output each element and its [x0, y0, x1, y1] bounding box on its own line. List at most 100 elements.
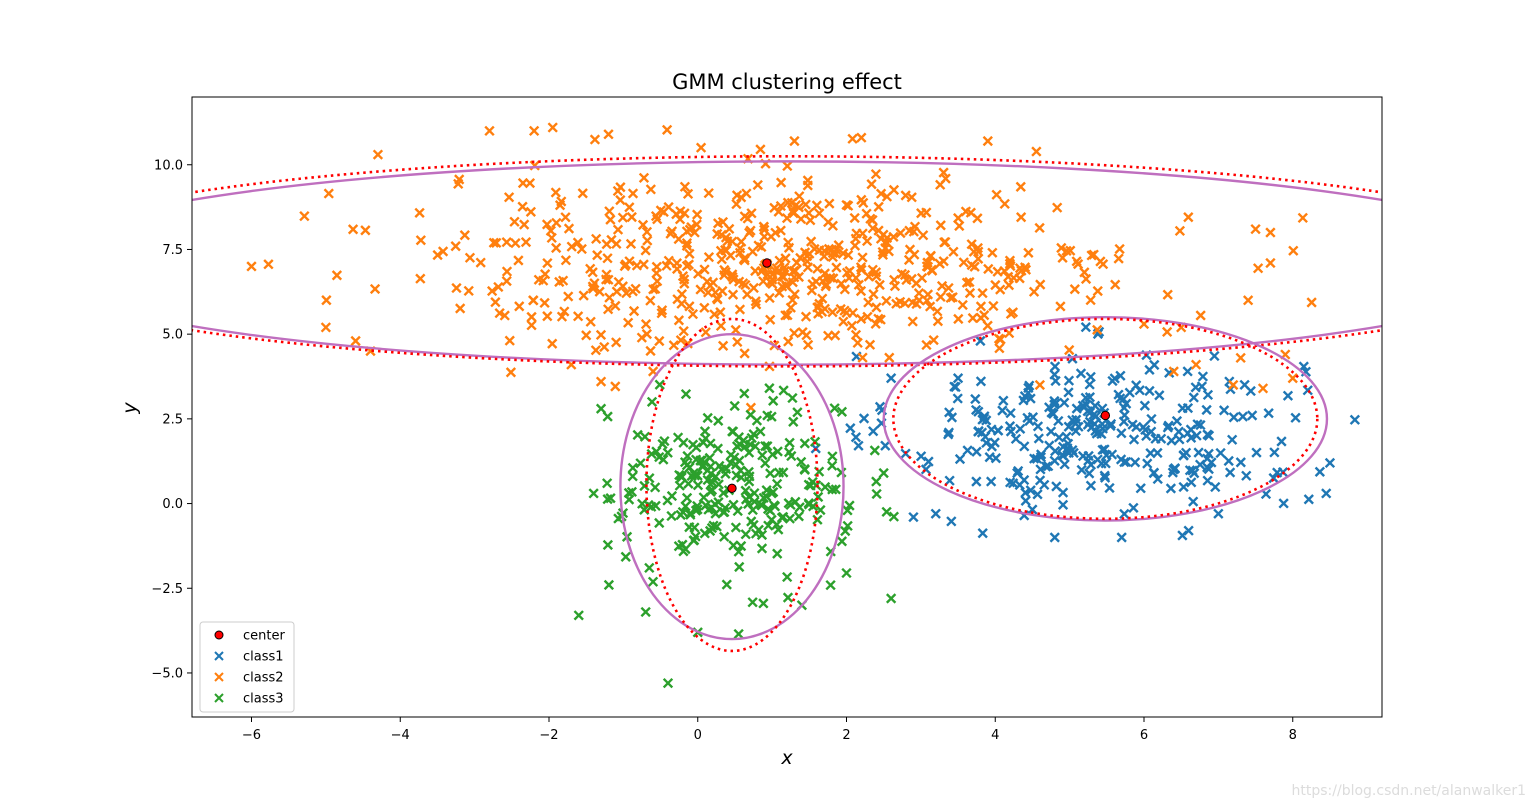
x-marker-stroke — [464, 252, 476, 263]
x-marker-stroke — [1191, 430, 1202, 441]
x-marker-stroke — [766, 411, 777, 422]
x-marker-stroke — [1186, 477, 1197, 488]
point-class1 — [1185, 432, 1197, 443]
x-marker-stroke — [947, 292, 958, 303]
point-class2 — [541, 219, 553, 230]
x-marker-stroke — [727, 236, 738, 247]
x-marker-stroke — [1016, 265, 1027, 276]
point-class3 — [812, 514, 823, 525]
point-class1 — [975, 335, 986, 347]
point-class1 — [1128, 434, 1140, 445]
x-marker-stroke — [734, 304, 746, 315]
x-marker-stroke — [1128, 502, 1139, 513]
x-marker-stroke — [739, 255, 750, 266]
point-class1 — [1080, 321, 1091, 333]
x-marker-stroke — [623, 494, 635, 505]
x-marker-stroke — [842, 505, 853, 516]
point-class3 — [784, 437, 795, 448]
point-class1 — [1171, 415, 1183, 427]
point-class2 — [921, 295, 933, 306]
point-class2 — [703, 187, 714, 199]
point-class2 — [781, 213, 793, 224]
x-marker-stroke — [812, 263, 823, 274]
x-marker-stroke — [1105, 420, 1116, 432]
point-class1 — [1050, 398, 1061, 409]
x-marker-stroke — [799, 438, 810, 449]
x-marker-stroke — [572, 237, 584, 248]
x-marker-stroke — [1166, 435, 1177, 446]
x-marker-stroke — [752, 179, 763, 191]
point-class3 — [888, 511, 900, 522]
x-marker-stroke — [1188, 496, 1199, 507]
point-class3 — [760, 440, 771, 452]
x-marker-stroke — [1242, 295, 1254, 306]
x-marker-stroke — [246, 261, 257, 272]
x-marker-stroke — [590, 345, 602, 356]
x-marker-stroke — [760, 458, 771, 469]
x-marker-stroke — [835, 303, 846, 315]
point-class3 — [755, 499, 767, 510]
point-class2 — [625, 238, 637, 250]
x-marker-stroke — [725, 250, 736, 261]
point-class1 — [1144, 364, 1155, 375]
x-marker-stroke — [975, 301, 987, 312]
point-class2 — [779, 265, 790, 276]
point-class2 — [935, 179, 946, 190]
x-marker-stroke — [759, 224, 770, 235]
x-marker-stroke — [908, 511, 919, 523]
x-marker-stroke — [1215, 447, 1226, 459]
x-marker-stroke — [712, 294, 723, 305]
x-marker-stroke — [585, 316, 596, 327]
point-class1 — [1040, 461, 1052, 472]
point-class2 — [484, 125, 495, 137]
x-marker-stroke — [1135, 483, 1146, 494]
x-marker-stroke — [1010, 433, 1022, 445]
point-class2 — [932, 306, 943, 317]
point-class1 — [1105, 420, 1116, 432]
x-marker-stroke — [715, 320, 727, 332]
point-class1 — [1027, 504, 1038, 515]
point-class3 — [836, 536, 848, 547]
point-class2 — [453, 178, 464, 190]
point-class1 — [1085, 371, 1096, 383]
x-marker-stroke — [908, 226, 919, 237]
x-marker-stroke — [1115, 370, 1126, 381]
x-marker-stroke — [793, 271, 805, 283]
x-marker-stroke — [602, 539, 614, 551]
point-class1 — [1004, 421, 1016, 432]
x-marker-stroke — [1182, 402, 1194, 414]
point-class3 — [692, 504, 703, 515]
point-class2 — [873, 313, 884, 324]
point-class3 — [748, 429, 759, 440]
x-marker-stroke — [1193, 447, 1204, 458]
x-marker-stroke — [599, 341, 610, 353]
point-class3 — [756, 543, 768, 554]
point-class1 — [1063, 375, 1075, 386]
point-class2 — [432, 249, 443, 261]
x-marker-stroke — [812, 514, 823, 525]
x-marker-stroke — [453, 178, 464, 190]
x-marker-stroke — [1178, 450, 1189, 461]
x-marker-stroke — [695, 455, 706, 466]
x-marker-stroke — [1032, 489, 1043, 500]
point-class2 — [999, 265, 1010, 277]
point-class2 — [838, 316, 849, 327]
point-class3 — [827, 484, 838, 495]
x-marker-stroke — [1185, 432, 1197, 443]
point-class2 — [1055, 301, 1066, 312]
x-marker-stroke — [1039, 479, 1050, 491]
x-marker-stroke — [751, 299, 762, 310]
x-marker-stroke — [727, 269, 738, 280]
point-class2 — [827, 247, 839, 259]
point-class2 — [556, 311, 568, 322]
point-class2 — [847, 133, 858, 144]
x-marker-stroke — [935, 179, 946, 190]
x-marker-stroke — [730, 324, 741, 336]
point-class1 — [1196, 381, 1208, 392]
point-class1 — [1349, 414, 1361, 425]
point-class1 — [1268, 472, 1279, 484]
x-marker-stroke — [799, 464, 810, 475]
point-class2 — [603, 129, 614, 140]
point-class1 — [1013, 465, 1024, 477]
point-class1 — [1203, 463, 1214, 475]
